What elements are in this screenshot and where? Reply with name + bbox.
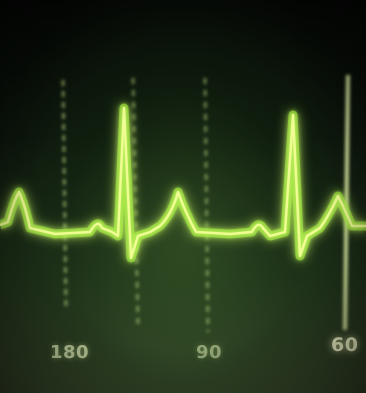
marker-90: [203, 77, 210, 333]
scale-label-90: 90: [196, 342, 223, 363]
ecg-trace: [0, 103, 366, 263]
scale-label-60: 60: [331, 334, 359, 356]
time-markers: [61, 74, 350, 333]
scale-label-180: 180: [50, 342, 90, 363]
marker-60: [343, 74, 350, 331]
marker-quarter-1: [131, 77, 140, 326]
marker-180: [61, 79, 68, 311]
